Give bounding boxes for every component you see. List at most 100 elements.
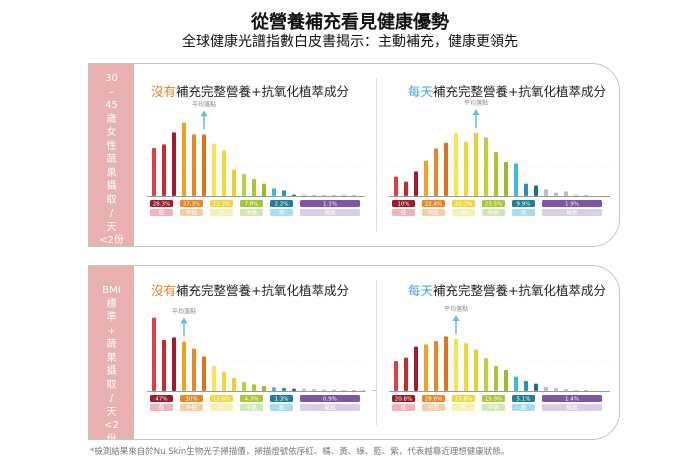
percent-pill bbox=[150, 395, 173, 402]
bar bbox=[162, 340, 166, 391]
side-label-char: <2份 bbox=[99, 235, 124, 246]
category-label: 中低 bbox=[186, 404, 198, 412]
category-pill bbox=[300, 209, 360, 216]
percent-pill bbox=[210, 200, 233, 207]
category-label: 中高 bbox=[488, 404, 500, 412]
side-label-char: 天 bbox=[106, 221, 117, 233]
category-label: 高 bbox=[279, 209, 285, 217]
percent-pill bbox=[482, 395, 505, 402]
bar bbox=[282, 190, 286, 196]
side-label-char: 取 bbox=[106, 194, 117, 206]
category-label: 極高 bbox=[324, 404, 336, 412]
category-pill bbox=[452, 404, 475, 411]
percent-label: 0.9% bbox=[323, 397, 337, 403]
percent-pill bbox=[422, 395, 445, 402]
percent-label: 28.3% bbox=[153, 202, 170, 208]
percent-pill bbox=[512, 200, 535, 207]
percent-label: 7.8% bbox=[245, 202, 259, 208]
bar bbox=[212, 366, 216, 391]
category-label: 極高 bbox=[566, 404, 578, 412]
category-pill bbox=[210, 209, 233, 216]
bar bbox=[544, 189, 548, 196]
bar bbox=[414, 346, 418, 391]
percent-label: 30% bbox=[185, 397, 197, 403]
percent-label: 1.1% bbox=[323, 202, 337, 208]
percent-label: 23.5% bbox=[485, 202, 502, 208]
bar bbox=[272, 188, 276, 196]
category-label: 高 bbox=[521, 404, 527, 412]
category-pill bbox=[542, 404, 602, 411]
category-pill bbox=[180, 404, 203, 411]
bar bbox=[564, 389, 568, 391]
bar bbox=[222, 372, 226, 391]
bar bbox=[444, 336, 448, 391]
page-title: 從營養補充看見健康優勢 bbox=[251, 12, 449, 33]
bar bbox=[202, 356, 206, 391]
side-label-char: BMI bbox=[102, 285, 121, 296]
percent-label: 1.3% bbox=[275, 397, 289, 403]
title-highlight: 沒有 bbox=[151, 283, 177, 298]
bar-chart-card2-right: 平均落點 20.8%低 28.6%中低 27.8%中 15.9%中高 5.1%高 1.4%極… bbox=[389, 305, 610, 412]
average-arrow-head bbox=[472, 109, 480, 115]
bar bbox=[332, 195, 336, 196]
category-pill bbox=[180, 209, 203, 216]
bar bbox=[272, 387, 276, 391]
percent-label: 37.3% bbox=[183, 202, 200, 208]
side-label-char: 性 bbox=[106, 140, 117, 152]
bar bbox=[504, 370, 508, 391]
percent-label: 47% bbox=[155, 397, 167, 403]
category-pill bbox=[482, 209, 505, 216]
category-label: 極高 bbox=[324, 209, 336, 217]
percent-label: 22.3% bbox=[213, 202, 230, 208]
bar bbox=[182, 122, 186, 196]
percent-pill bbox=[392, 395, 415, 402]
bar bbox=[464, 141, 468, 196]
bar bbox=[172, 337, 176, 391]
bar bbox=[544, 387, 548, 391]
bar bbox=[424, 344, 428, 391]
card-age-group: 30–45 歲女性蔬果攝取 / 天 <2份 沒有補充完整營養+抗氧化植萃成分 每天補充完… bbox=[88, 63, 620, 247]
bar bbox=[322, 195, 326, 196]
percent-pill bbox=[452, 395, 475, 402]
category-label: 低 bbox=[401, 404, 407, 412]
percent-pill bbox=[180, 395, 203, 402]
category-pill bbox=[512, 209, 535, 216]
bar bbox=[242, 174, 246, 196]
bar bbox=[152, 148, 156, 196]
percent-pill bbox=[240, 395, 263, 402]
bar bbox=[584, 195, 588, 196]
bar bbox=[574, 390, 578, 391]
bar bbox=[312, 389, 316, 391]
bar-chart-card2-left: 平均落點 47%低 30%中低 13.8%中 4.3%中高 1.3%高 0.9%極高 bbox=[147, 307, 376, 412]
bar bbox=[454, 339, 458, 391]
category-pill bbox=[452, 209, 475, 216]
bar bbox=[252, 384, 256, 391]
category-label: 中高 bbox=[246, 404, 258, 412]
side-label-char: / bbox=[109, 208, 114, 219]
category-label: 高 bbox=[279, 404, 285, 412]
title-rest: 補充完整營養+抗氧化植萃成分 bbox=[176, 84, 349, 99]
panel-title-no-supplement: 沒有補充完整營養+抗氧化植萃成分 bbox=[151, 81, 349, 100]
bar bbox=[302, 388, 306, 391]
bar bbox=[494, 366, 498, 391]
category-label: 中 bbox=[219, 209, 225, 217]
percent-label: 15.9% bbox=[485, 397, 502, 403]
side-label-char: 歲 bbox=[106, 113, 117, 125]
bar bbox=[524, 381, 528, 391]
bar bbox=[252, 179, 256, 196]
average-arrow-head bbox=[200, 110, 208, 117]
bar bbox=[212, 143, 216, 196]
category-label: 中高 bbox=[246, 209, 258, 217]
category-pill bbox=[392, 209, 415, 216]
percent-pill bbox=[422, 200, 445, 207]
bar bbox=[404, 357, 408, 391]
side-label-char: 30 bbox=[105, 73, 118, 84]
side-label-char: 果 bbox=[106, 352, 117, 364]
bar bbox=[322, 389, 326, 391]
side-label-char: 份 bbox=[106, 433, 117, 445]
bar bbox=[554, 388, 558, 391]
category-pill bbox=[512, 404, 535, 411]
bar bbox=[352, 195, 356, 196]
bar bbox=[302, 195, 306, 196]
